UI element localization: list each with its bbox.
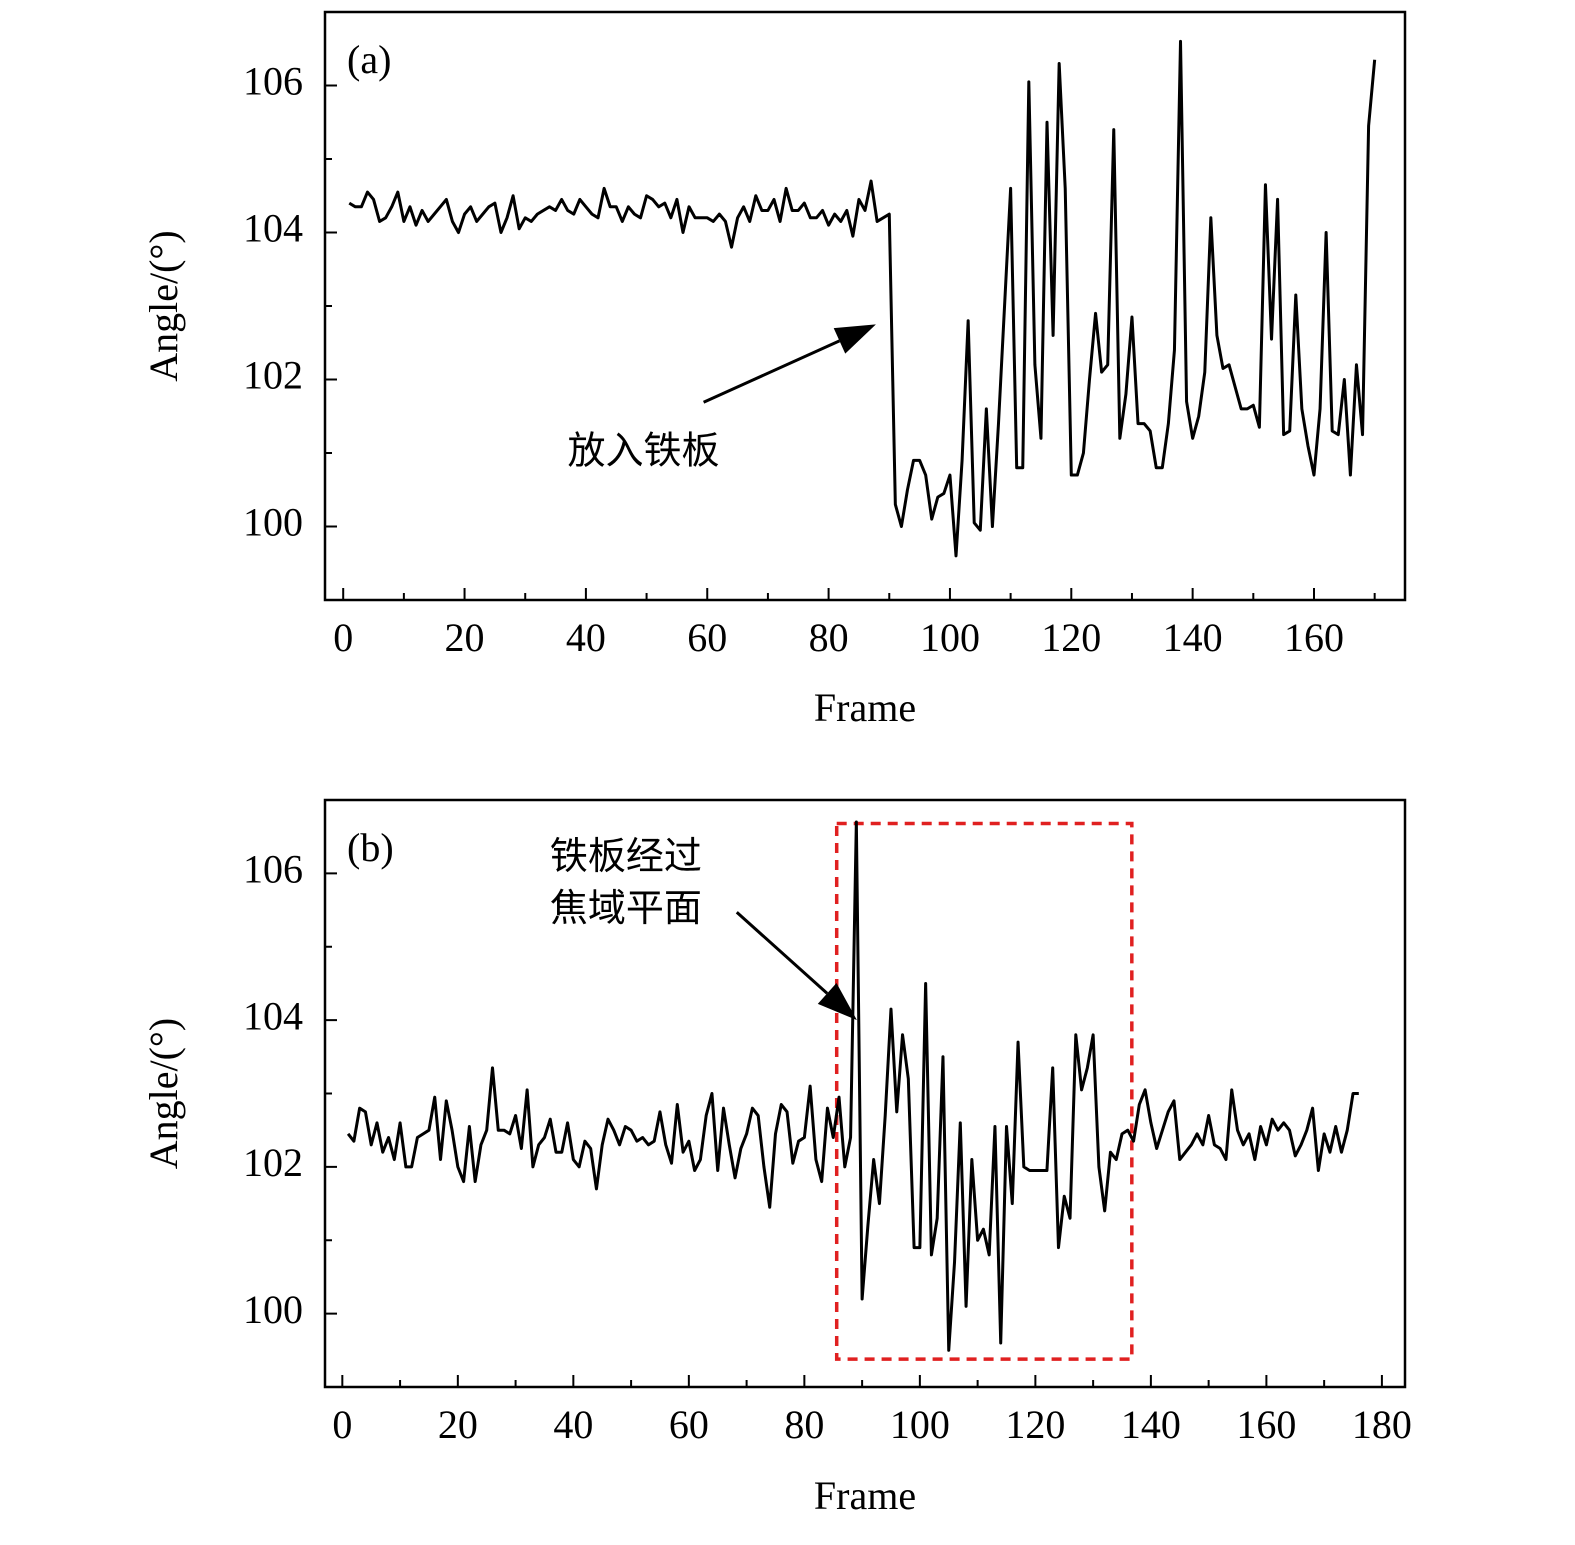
annotation-text: 放入铁板 — [568, 429, 720, 473]
x-tick-label: 100 — [920, 615, 980, 660]
arrow-head — [817, 982, 857, 1021]
x-tick-label: 0 — [332, 1402, 352, 1447]
x-tick-label: 40 — [566, 615, 606, 660]
x-tick-label: 40 — [553, 1402, 593, 1447]
x-tick-label: 20 — [438, 1402, 478, 1447]
data-line — [348, 39, 1377, 558]
y-tick-label: 100 — [243, 1287, 303, 1332]
annotation-text: 焦域平面 — [550, 886, 702, 930]
x-tick-label: 160 — [1284, 615, 1344, 660]
y-tick-label: 102 — [243, 1140, 303, 1185]
panel-label: (a) — [347, 37, 391, 82]
x-axis-label: Frame — [814, 685, 916, 730]
x-tick-label: 120 — [1041, 615, 1101, 660]
y-tick-label: 104 — [243, 993, 303, 1038]
highlight-box — [834, 821, 1134, 1361]
annotation-arrow — [735, 911, 829, 995]
y-axis-label: Angle/(°) — [141, 230, 186, 382]
x-tick-label: 180 — [1352, 1402, 1412, 1447]
x-tick-label: 60 — [687, 615, 727, 660]
annotation-arrow — [702, 339, 841, 404]
x-tick-label: 60 — [669, 1402, 709, 1447]
panel-label: (b) — [347, 825, 394, 870]
y-axis-label: Angle/(°) — [141, 1018, 186, 1170]
x-tick-label: 0 — [333, 615, 353, 660]
plot-frame — [323, 798, 1407, 1389]
x-tick-label: 80 — [784, 1402, 824, 1447]
data-line — [346, 820, 1359, 1352]
x-axis-label: Frame — [814, 1473, 916, 1518]
y-tick-label: 104 — [243, 206, 303, 251]
x-tick-label: 80 — [809, 615, 849, 660]
x-tick-label: 20 — [445, 615, 485, 660]
x-tick-label: 140 — [1121, 1402, 1181, 1447]
arrow-head — [833, 324, 876, 354]
x-tick-label: 120 — [1005, 1402, 1065, 1447]
y-tick-label: 106 — [243, 59, 303, 104]
y-tick-label: 106 — [243, 847, 303, 892]
x-tick-label: 100 — [890, 1402, 950, 1447]
x-tick-label: 160 — [1236, 1402, 1296, 1447]
y-tick-label: 100 — [243, 500, 303, 545]
x-tick-label: 140 — [1163, 615, 1223, 660]
y-tick-label: 102 — [243, 353, 303, 398]
annotation-text: 铁板经过 — [550, 834, 702, 878]
plot-frame — [323, 10, 1407, 602]
